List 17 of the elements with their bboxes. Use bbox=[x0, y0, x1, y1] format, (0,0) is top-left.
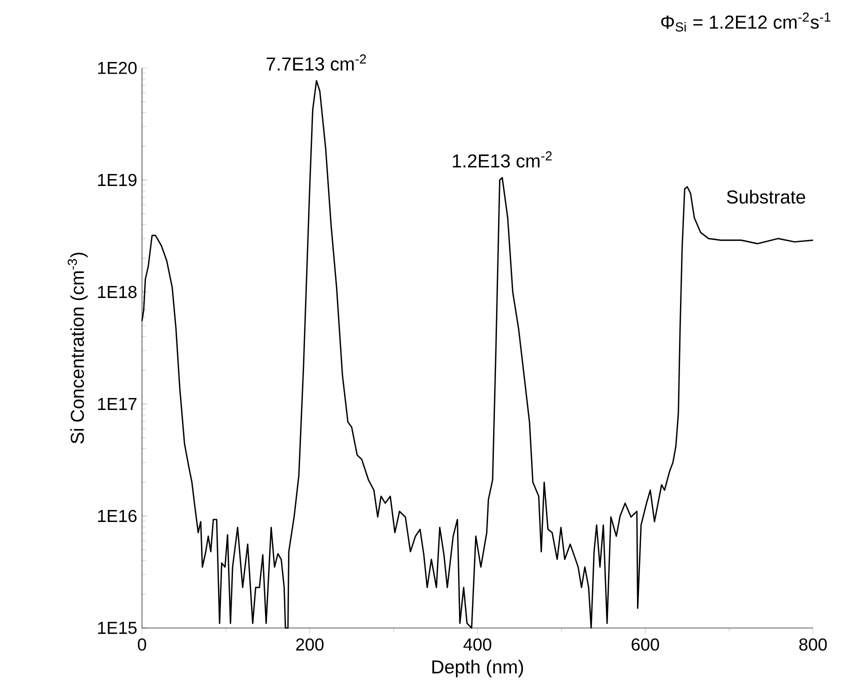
x-tick-label: 600 bbox=[632, 638, 660, 651]
x-tick-label: 800 bbox=[799, 638, 827, 651]
y-tick-label: 1E19 bbox=[98, 174, 136, 186]
y-tick-label: 1E16 bbox=[98, 510, 137, 522]
y-tick-label: 1E17 bbox=[98, 398, 136, 410]
y-tick-label: 1E18 bbox=[98, 286, 137, 298]
y-tick-label: 1E20 bbox=[98, 62, 137, 74]
y-tick-label: 1E15 bbox=[98, 622, 137, 634]
annotation: 1.2E13 cm$^{-2}$ bbox=[452, 151, 552, 168]
x-axis-title: Depth (nm) bbox=[432, 660, 523, 678]
x-tick-label: 400 bbox=[463, 638, 492, 651]
x-tick-label: 200 bbox=[296, 638, 324, 651]
x-tick-label: 0 bbox=[138, 638, 146, 651]
annotation: 7.7E13 cm$^{-2}$ bbox=[266, 54, 366, 71]
y-axis-title: Si Concentration (cm$^{-3}$) bbox=[68, 252, 88, 444]
annotation: Substrate bbox=[726, 190, 806, 204]
text: Φ$_{Si}$ = 1.2E12 cm$^{-2}$s$^{-1}$ bbox=[661, 12, 830, 32]
